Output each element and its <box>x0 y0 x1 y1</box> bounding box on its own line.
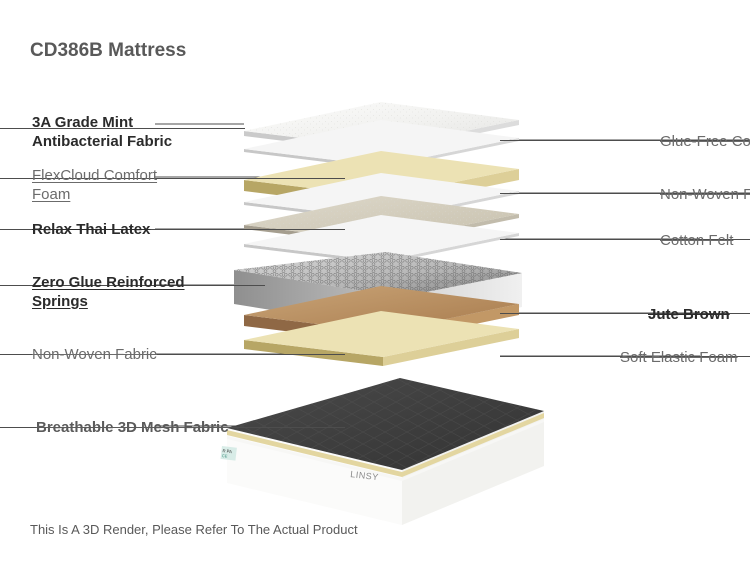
svg-text:CE: CE <box>222 453 228 459</box>
